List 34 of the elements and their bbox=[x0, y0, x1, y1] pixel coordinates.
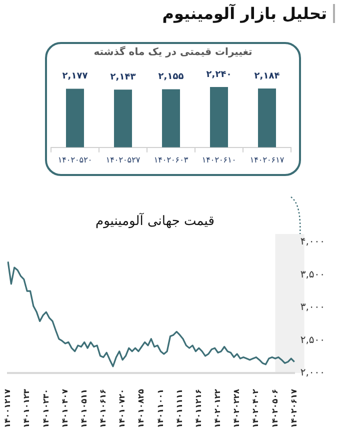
text: تحلیل بازار آلومینیوم bbox=[162, 4, 327, 23]
data-label: ۲,۲۴۰ bbox=[206, 70, 232, 80]
data-label: ۲,۱۸۴ bbox=[254, 71, 280, 82]
data-label: ۲,۱۴۳ bbox=[110, 72, 136, 82]
x-tick-label: ۱۴۰۱۰۴۰۷ bbox=[60, 388, 70, 428]
x-tick-label: ۱۴۰۲۰۶۱۷ bbox=[250, 155, 285, 164]
chart-title: قیمت جهانی آلومینیوم bbox=[94, 214, 216, 229]
y-tick-label: ۴,۰۰۰ bbox=[300, 236, 326, 248]
x-tick-label: ۱۴۰۱۱۲۱۶ bbox=[194, 388, 203, 428]
x-tick-label: ۱۴۰۱۰۷۲۰ bbox=[118, 388, 127, 428]
x-tick-label: ۱۴۰۲۰۶۱۷ bbox=[289, 388, 298, 428]
x-tick-label: ۱۴۰۱۱۰۰۱ bbox=[156, 388, 165, 428]
x-tick-label: ۱۴۰۱۰۸۲۵ bbox=[136, 388, 146, 428]
x-tick-label: ۱۴۰۱۰۲۳۰ bbox=[41, 388, 50, 428]
x-tick-label: ۱۴۰۲۰۶۰۳ bbox=[154, 155, 189, 164]
data-label: ۲,۱۷۷ bbox=[62, 72, 88, 82]
chart-title: تغییرات قیمتی در یک ماه گذشته bbox=[92, 47, 254, 58]
x-tick-label: ۱۴۰۲۰۴۰۲ bbox=[251, 388, 260, 428]
data-label: ۲,۱۵۵ bbox=[158, 72, 184, 82]
x-tick-label: ۱۴۰۲۰۵۲۷ bbox=[106, 155, 141, 164]
x-tick-label: ۱۴۰۱۱۱۱۱ bbox=[174, 388, 184, 428]
x-tick-label: ۱۴۰۲۰۶۱۰ bbox=[202, 155, 236, 164]
y-tick-label: ۳,۵۰۰ bbox=[300, 269, 326, 280]
x-tick-label: ۱۴۰۱۰۶۱۶ bbox=[98, 388, 108, 428]
x-tick-label: ۱۴۰۰۱۲۱۷ bbox=[3, 388, 12, 428]
x-tick-label: ۱۴۰۲۰۲۲۸ bbox=[232, 388, 242, 428]
x-tick-label: ۱۴۰۲۰۱۲۲ bbox=[213, 388, 222, 428]
y-tick-label: ۳,۰۰۰ bbox=[300, 302, 326, 314]
x-tick-label: ۱۴۰۲۰۵۰۶ bbox=[270, 388, 280, 428]
x-tick-label: ۱۴۰۲۰۵۲۰ bbox=[58, 155, 92, 164]
x-tick-label: ۱۴۰۱۰۵۱۱ bbox=[79, 388, 88, 428]
y-tick-label: ۲,۵۰۰ bbox=[300, 334, 326, 346]
x-tick-label: ۱۴۰۱۰۱۲۳ bbox=[22, 388, 32, 428]
y-tick-label: ۲,۰۰۰ bbox=[300, 368, 326, 379]
